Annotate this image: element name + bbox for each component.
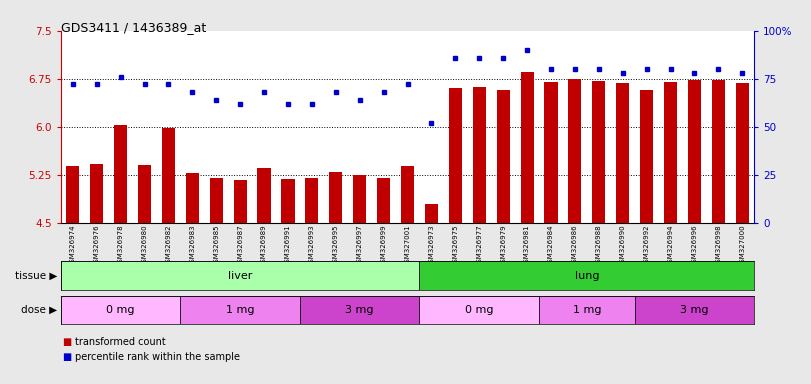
Bar [61,296,180,324]
Bar [539,296,635,324]
Text: 1 mg: 1 mg [573,305,601,315]
Text: 3 mg: 3 mg [680,305,709,315]
Bar [688,80,701,223]
Bar [210,178,223,223]
Text: transformed count: transformed count [75,337,166,347]
Bar [162,128,175,223]
Bar [281,179,294,223]
Text: 0 mg: 0 mg [465,305,494,315]
Bar [138,165,151,223]
Bar [664,82,677,223]
Bar [305,178,319,223]
Bar [419,261,754,290]
Bar [61,261,419,290]
Bar [114,126,127,223]
Bar [473,87,486,223]
Bar [419,296,539,324]
Bar [425,204,438,223]
Bar [496,89,510,223]
Bar [180,296,300,324]
Bar [90,164,103,223]
Text: ■: ■ [62,352,71,362]
Bar [544,82,558,223]
Text: percentile rank within the sample: percentile rank within the sample [75,352,240,362]
Text: 3 mg: 3 mg [345,305,374,315]
Bar [592,81,605,223]
Text: dose ▶: dose ▶ [21,305,58,315]
Bar [67,166,79,223]
Bar [353,175,367,223]
Bar [616,83,629,223]
Text: lung: lung [575,270,599,281]
Bar [448,88,462,223]
Bar [712,80,725,223]
Bar [329,172,342,223]
Bar [569,79,581,223]
Bar [640,89,653,223]
Text: GDS3411 / 1436389_at: GDS3411 / 1436389_at [61,21,206,34]
Bar [521,72,534,223]
Bar [635,296,754,324]
Text: 0 mg: 0 mg [106,305,135,315]
Text: 1 mg: 1 mg [226,305,255,315]
Text: ■: ■ [62,337,71,347]
Bar [300,296,419,324]
Text: liver: liver [228,270,252,281]
Bar [377,178,390,223]
Text: tissue ▶: tissue ▶ [15,270,58,281]
Bar [401,166,414,223]
Bar [186,173,199,223]
Bar [736,83,749,223]
Bar [257,168,271,223]
Bar [234,180,247,223]
